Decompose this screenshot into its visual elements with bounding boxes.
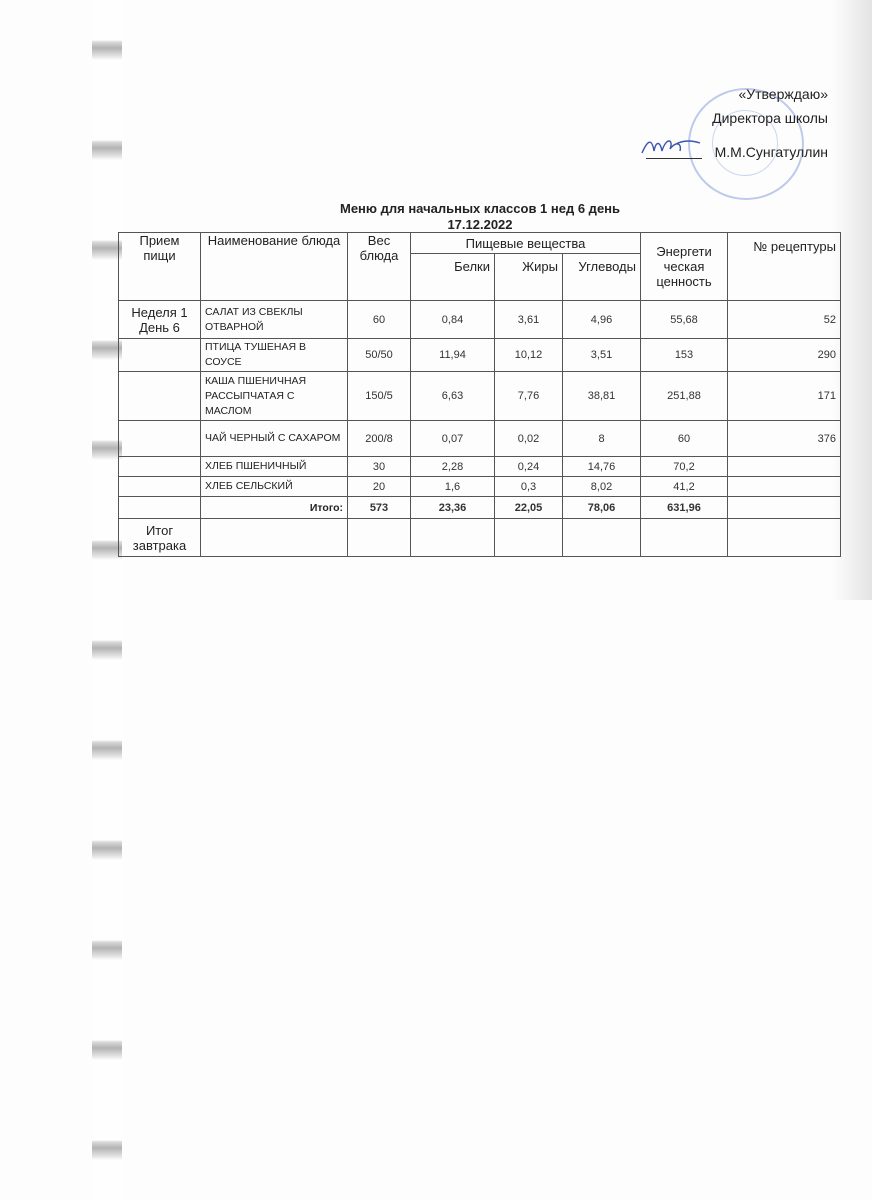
- menu-date: 17.12.2022: [447, 217, 513, 232]
- header-meal: Прием пищи: [118, 232, 201, 301]
- page-title: Меню для начальных классов 1 нед 6 день: [339, 201, 621, 216]
- cell-carbs: 8,02: [562, 476, 641, 497]
- cell-fats: 7,76: [494, 371, 563, 421]
- cell-fats: 0,24: [494, 456, 563, 477]
- total-row: Итого: 573 23,36 22,05 78,06 631,96: [118, 496, 841, 519]
- cell-energy: 41,2: [640, 476, 728, 497]
- cell-energy: 70,2: [640, 456, 728, 477]
- signature: [641, 140, 701, 154]
- cell-weight: 200/8: [347, 420, 411, 457]
- cell-carbs: 4,96: [562, 300, 641, 339]
- menu-table: Прием пищи Наименование блюда Вес блюда …: [118, 232, 841, 557]
- dish-name: ЧАЙ ЧЕРНЫЙ С САХАРОМ: [200, 420, 348, 457]
- school-stamp-inner: [712, 110, 778, 176]
- total-weight: 573: [347, 496, 411, 519]
- approval-line1: «Утверждаю»: [738, 86, 828, 102]
- total-fats: 22,05: [494, 496, 563, 519]
- total-label: Итого:: [200, 496, 348, 519]
- cell-recipe: 171: [727, 371, 841, 421]
- approval-signer: М.М.Сунгатуллин: [714, 144, 828, 160]
- dish-name: ХЛЕБ ПШЕНИЧНЫЙ: [200, 456, 348, 477]
- breakfast-total-row: Итог завтрака: [118, 518, 841, 557]
- table-row: ХЛЕБ ПШЕНИЧНЫЙ 30 2,28 0,24 14,76 70,2: [118, 456, 841, 477]
- cell-weight: 30: [347, 456, 411, 477]
- cell-recipe: [727, 456, 841, 477]
- signature-line: [646, 158, 702, 159]
- total-energy: 631,96: [640, 496, 728, 519]
- cell-energy: 55,68: [640, 300, 728, 339]
- cell-fats: 3,61: [494, 300, 563, 339]
- cell-proteins: 0,07: [410, 420, 495, 457]
- cell-carbs: 14,76: [562, 456, 641, 477]
- cell-weight: 150/5: [347, 371, 411, 421]
- header-energy: Энергети ческая ценность: [640, 232, 728, 301]
- cell-fats: 0,02: [494, 420, 563, 457]
- school-stamp: [688, 88, 804, 200]
- cell-recipe: 290: [727, 338, 841, 372]
- cell-energy: 60: [640, 420, 728, 457]
- cell-carbs: 3,51: [562, 338, 641, 372]
- total-proteins: 23,36: [410, 496, 495, 519]
- cell-recipe: [727, 476, 841, 497]
- cell-proteins: 11,94: [410, 338, 495, 372]
- cell-fats: 0,3: [494, 476, 563, 497]
- meal-label: Неделя 1 День 6: [118, 300, 201, 339]
- header-nutrients: Пищевые вещества: [410, 232, 641, 254]
- header-carbs: Углеводы: [562, 253, 641, 301]
- cell-proteins: 1,6: [410, 476, 495, 497]
- cell-energy: 251,88: [640, 371, 728, 421]
- header-proteins: Белки: [410, 253, 495, 301]
- table-row: ЧАЙ ЧЕРНЫЙ С САХАРОМ 200/8 0,07 0,02 8 60 376: [118, 420, 841, 457]
- cell-weight: 60: [347, 300, 411, 339]
- cell-proteins: 0,84: [410, 300, 495, 339]
- dish-name: ПТИЦА ТУШЕНАЯ В СОУСЕ: [200, 338, 348, 372]
- cell-proteins: 2,28: [410, 456, 495, 477]
- dish-name: ХЛЕБ СЕЛЬСКИЙ: [200, 476, 348, 497]
- cell-carbs: 8: [562, 420, 641, 457]
- dish-name: САЛАТ ИЗ СВЕКЛЫ ОТВАРНОЙ: [200, 300, 348, 339]
- cell-weight: 50/50: [347, 338, 411, 372]
- header-recipe: № рецептуры: [727, 232, 841, 301]
- total-carbs: 78,06: [562, 496, 641, 519]
- breakfast-total-label: Итог завтрака: [118, 518, 201, 557]
- header-dish: Наименование блюда: [200, 232, 348, 301]
- table-row: ХЛЕБ СЕЛЬСКИЙ 20 1,6 0,3 8,02 41,2: [118, 476, 841, 497]
- scan-perforation-strip: [92, 0, 122, 1200]
- table-row: КАША ПШЕНИЧНАЯ РАССЫПЧАТАЯ С МАСЛОМ 150/5…: [118, 371, 841, 421]
- table-row: ПТИЦА ТУШЕНАЯ В СОУСЕ 50/50 11,94 10,12 3,51…: [118, 338, 841, 372]
- cell-carbs: 38,81: [562, 371, 641, 421]
- header-weight: Вес блюда: [347, 232, 411, 301]
- cell-recipe: 52: [727, 300, 841, 339]
- table-row: Неделя 1 День 6 САЛАТ ИЗ СВЕКЛЫ ОТВАРНОЙ 6…: [118, 300, 841, 339]
- cell-proteins: 6,63: [410, 371, 495, 421]
- approval-line2: Директора школы: [712, 110, 828, 126]
- cell-weight: 20: [347, 476, 411, 497]
- cell-recipe: 376: [727, 420, 841, 457]
- cell-energy: 153: [640, 338, 728, 372]
- dish-name: КАША ПШЕНИЧНАЯ РАССЫПЧАТАЯ С МАСЛОМ: [200, 371, 348, 421]
- cell-fats: 10,12: [494, 338, 563, 372]
- header-fats: Жиры: [494, 253, 563, 301]
